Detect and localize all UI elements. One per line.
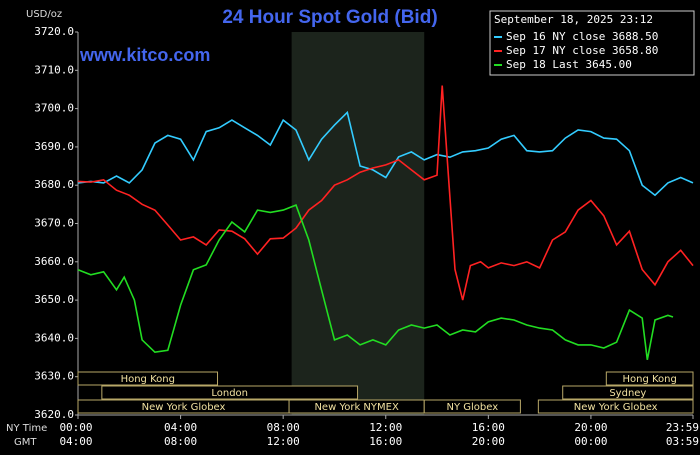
session-box	[605, 371, 694, 386]
series-line	[77, 85, 694, 301]
x-tick-label: 23:59	[666, 421, 699, 434]
x2-axis-label: GMT	[14, 437, 37, 448]
y-tick-label: 3620.0	[34, 408, 74, 421]
x2-tick-label: 08:00	[164, 435, 197, 448]
session-label: NY Globex	[446, 402, 498, 413]
x-tick-label: 04:00	[164, 421, 197, 434]
session-label: New York NYMEX	[314, 402, 399, 413]
legend-box	[489, 10, 695, 76]
x-axis-label: NY Time	[6, 423, 47, 434]
y-tick-label: 3650.0	[34, 293, 74, 306]
series-line	[77, 204, 674, 360]
y-tick-label: 3700.0	[34, 102, 74, 115]
y-tick-label: 3660.0	[34, 255, 74, 268]
session-label: New York Globex	[142, 402, 226, 413]
y-tick-label: 3640.0	[34, 331, 74, 344]
legend-label: Sep 17 NY close 3658.80	[506, 44, 658, 57]
x2-tick-label: 16:00	[369, 435, 402, 448]
y-tick-label: 3720.0	[34, 25, 74, 38]
x2-tick-label: 04:00	[59, 435, 92, 448]
session-box	[562, 385, 694, 400]
legend-label: Sep 16 NY close 3688.50	[506, 30, 658, 43]
y-tick-label: 3630.0	[34, 370, 74, 383]
series-line	[77, 110, 694, 197]
session-label: New York Globex	[574, 402, 658, 413]
shaded-span	[291, 32, 425, 415]
x2-tick-label: 20:00	[472, 435, 505, 448]
y-tick-label: 3680.0	[34, 178, 74, 191]
session-box	[101, 385, 359, 400]
y-tick-label: 3670.0	[34, 217, 74, 230]
x2-tick-label: 12:00	[267, 435, 300, 448]
x2-tick-label: 03:59	[666, 435, 699, 448]
website: www.kitco.com	[79, 45, 210, 65]
session-box	[77, 371, 219, 386]
session-box	[537, 399, 694, 414]
chart-title: 24 Hour Spot Gold (Bid)	[222, 7, 437, 28]
session-label: London	[211, 388, 248, 399]
y-axis-label: USD/oz	[26, 9, 62, 20]
session-label: Sydney	[609, 388, 646, 399]
session-label: Hong Kong	[121, 374, 175, 385]
legend-label: Sep 18 Last 3645.00	[506, 58, 632, 71]
y-tick-label: 3690.0	[34, 140, 74, 153]
x-tick-label: 20:00	[574, 421, 607, 434]
x-tick-label: 08:00	[267, 421, 300, 434]
x2-tick-label: 00:00	[574, 435, 607, 448]
session-box	[423, 399, 521, 414]
y-tick-label: 3710.0	[34, 63, 74, 76]
x-tick-label: 00:00	[59, 421, 92, 434]
x-tick-label: 12:00	[369, 421, 402, 434]
session-label: Hong Kong	[622, 374, 676, 385]
x-tick-label: 16:00	[472, 421, 505, 434]
timestamp: September 18, 2025 23:12	[494, 13, 653, 26]
